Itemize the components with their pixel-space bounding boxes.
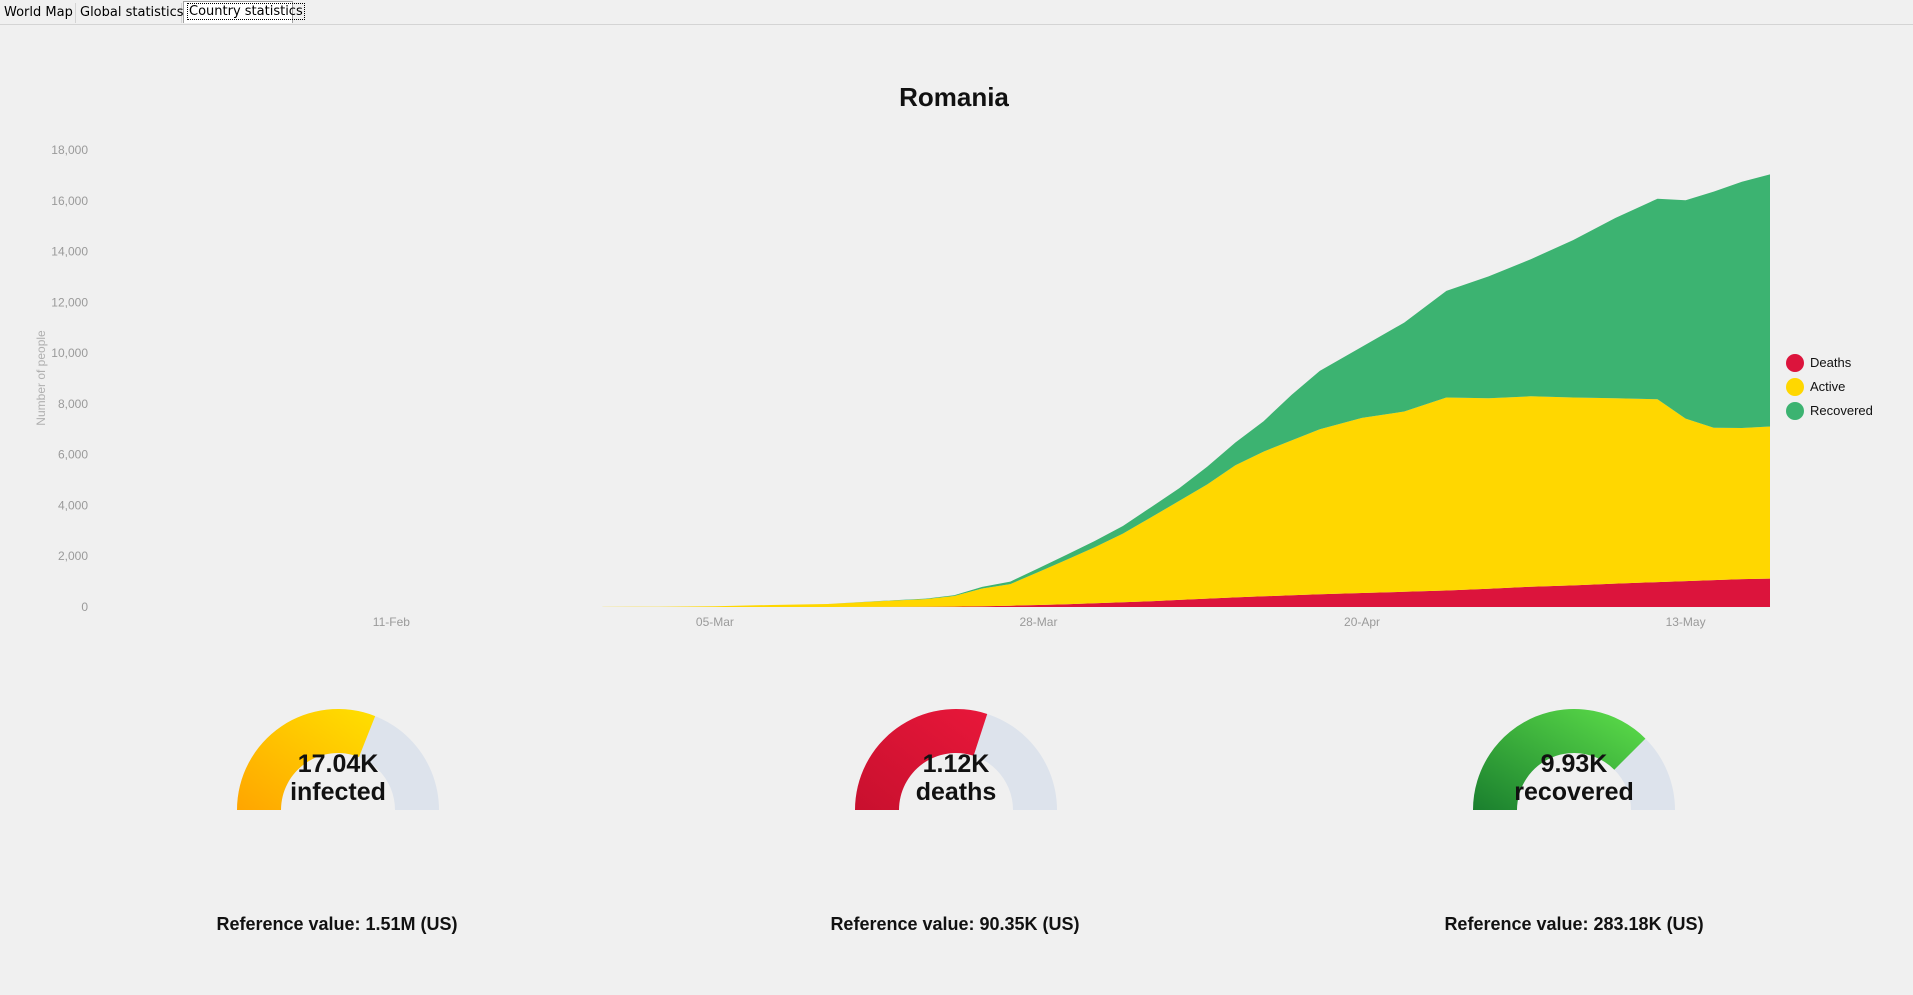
y-tick-label: 12,000 <box>51 295 88 309</box>
reference-value-deaths: Reference value: 90.35K (US) <box>830 914 1080 934</box>
gauge-fill <box>237 708 376 810</box>
gauge-infected: 17.04K infected <box>236 700 440 812</box>
legend-label-recovered[interactable]: Recovered <box>1810 403 1873 418</box>
gauge-label: deaths <box>915 778 997 806</box>
gauge-label: infected <box>290 778 386 806</box>
legend-label-deaths[interactable]: Deaths <box>1810 355 1852 370</box>
tab-bar: World Map Global statistics Country stat… <box>0 0 1913 25</box>
series-area-deaths <box>602 578 1770 607</box>
legend-swatch-active <box>1786 378 1804 396</box>
x-tick-label: 11-Feb <box>373 615 410 629</box>
y-tick-label: 2,000 <box>58 549 88 563</box>
gauge-arc <box>1473 708 1675 810</box>
reference-value-infected: Reference value: 1.51M (US) <box>216 914 458 934</box>
chart-title: Romania <box>899 82 1009 112</box>
y-tick-label: 0 <box>81 600 88 614</box>
y-tick-label: 4,000 <box>58 498 88 512</box>
series-area-active <box>602 396 1770 607</box>
tab-label: Global statistics <box>80 5 184 20</box>
y-tick-label: 8,000 <box>58 397 88 411</box>
gauge-fill <box>1473 708 1646 810</box>
tab-label: Country statistics <box>187 3 305 20</box>
legend-swatch-recovered <box>1786 402 1804 420</box>
series-area-recovered <box>602 174 1770 607</box>
reference-value-recovered: Reference value: 283.18K (US) <box>1444 914 1704 934</box>
x-tick-label: 28-Mar <box>1019 615 1057 629</box>
gauge-fill <box>855 708 988 810</box>
tab-country-statistics[interactable]: Country statistics <box>183 1 305 23</box>
gauge-label: recovered <box>1514 778 1634 806</box>
y-tick-label: 14,000 <box>51 245 88 259</box>
gauge-recovered: 9.93K recovered <box>1472 700 1676 812</box>
legend-label-active[interactable]: Active <box>1810 379 1845 394</box>
x-tick-label: 13-May <box>1666 615 1706 629</box>
x-tick-label: 20-Apr <box>1344 615 1380 629</box>
y-axis-label: Number of people <box>34 330 48 426</box>
area-chart: Romania Number of people 0 2,000 4,000 6,00… <box>34 82 1873 629</box>
gauge-value: 9.93K <box>1540 750 1608 778</box>
gauge-arc <box>237 708 439 810</box>
y-tick-label: 18,000 <box>51 143 88 157</box>
gauge-value: 1.12K <box>922 750 990 778</box>
gauge-arc <box>855 708 1057 810</box>
legend-swatch-deaths <box>1786 354 1804 372</box>
tab-label: World Map <box>4 5 73 20</box>
tab-global-statistics[interactable]: Global statistics <box>76 3 184 23</box>
gauge-value: 17.04K <box>297 750 379 778</box>
y-tick-label: 6,000 <box>58 448 88 462</box>
tab-world-map[interactable]: World Map <box>0 3 76 23</box>
gauge-deaths: 1.12K deaths <box>854 700 1058 812</box>
y-tick-label: 16,000 <box>51 194 88 208</box>
x-tick-label: 05-Mar <box>696 615 734 629</box>
y-tick-label: 10,000 <box>51 346 88 360</box>
